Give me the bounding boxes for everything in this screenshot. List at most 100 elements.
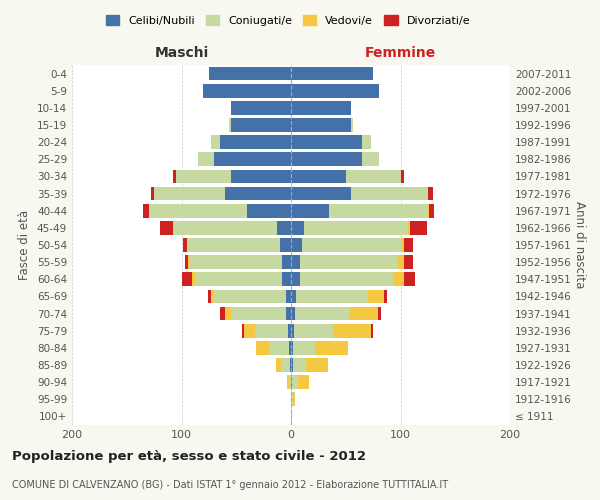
Bar [293, 358, 307, 372]
Bar [304, 221, 408, 234]
Y-axis label: Anni di nascita: Anni di nascita [572, 202, 586, 288]
Bar [351, 186, 428, 200]
Bar [282, 272, 291, 286]
Bar [350, 306, 377, 320]
Bar [429, 204, 434, 218]
Bar [189, 256, 282, 269]
Bar [198, 152, 214, 166]
Bar [247, 204, 291, 218]
Bar [294, 324, 332, 338]
Bar [291, 101, 351, 114]
Bar [408, 221, 410, 234]
Bar [332, 324, 371, 338]
Bar [298, 376, 308, 389]
Bar [291, 290, 296, 304]
Bar [398, 256, 404, 269]
Bar [291, 84, 379, 98]
Bar [151, 186, 154, 200]
Bar [401, 238, 404, 252]
Bar [203, 84, 291, 98]
Bar [193, 272, 194, 286]
Bar [211, 136, 220, 149]
Bar [226, 186, 291, 200]
Bar [214, 290, 286, 304]
Bar [143, 204, 149, 218]
Bar [295, 306, 350, 320]
Bar [377, 306, 381, 320]
Bar [291, 152, 362, 166]
Bar [291, 186, 351, 200]
Bar [362, 136, 371, 149]
Bar [194, 272, 282, 286]
Bar [160, 221, 173, 234]
Y-axis label: Fasce di età: Fasce di età [19, 210, 31, 280]
Bar [291, 272, 300, 286]
Bar [291, 324, 294, 338]
Bar [300, 256, 398, 269]
Bar [291, 238, 302, 252]
Bar [269, 341, 289, 354]
Bar [209, 66, 291, 80]
Text: Maschi: Maschi [154, 46, 209, 60]
Bar [242, 324, 244, 338]
Bar [291, 221, 304, 234]
Bar [371, 324, 373, 338]
Bar [296, 290, 368, 304]
Bar [187, 238, 280, 252]
Bar [291, 410, 292, 424]
Bar [291, 358, 293, 372]
Bar [188, 256, 189, 269]
Bar [404, 238, 413, 252]
Bar [315, 341, 348, 354]
Bar [288, 324, 291, 338]
Bar [291, 204, 329, 218]
Bar [291, 341, 293, 354]
Bar [286, 306, 291, 320]
Bar [302, 238, 401, 252]
Bar [291, 66, 373, 80]
Bar [290, 358, 291, 372]
Bar [231, 101, 291, 114]
Bar [289, 341, 291, 354]
Bar [362, 152, 379, 166]
Bar [293, 341, 315, 354]
Bar [211, 290, 214, 304]
Bar [291, 392, 293, 406]
Bar [289, 376, 291, 389]
Bar [329, 204, 428, 218]
Bar [226, 306, 231, 320]
Bar [291, 376, 292, 389]
Bar [281, 358, 290, 372]
Bar [291, 136, 362, 149]
Bar [428, 204, 429, 218]
Bar [410, 221, 427, 234]
Bar [154, 186, 226, 200]
Bar [300, 272, 393, 286]
Legend: Celibi/Nubili, Coniugati/e, Vedovi/e, Divorziati/e: Celibi/Nubili, Coniugati/e, Vedovi/e, Di… [101, 10, 475, 30]
Bar [220, 306, 226, 320]
Bar [393, 272, 404, 286]
Bar [244, 324, 255, 338]
Bar [208, 290, 211, 304]
Bar [307, 358, 328, 372]
Bar [282, 256, 291, 269]
Bar [185, 256, 188, 269]
Bar [280, 238, 291, 252]
Bar [277, 221, 291, 234]
Bar [176, 170, 231, 183]
Bar [404, 272, 415, 286]
Bar [368, 290, 384, 304]
Text: Popolazione per età, sesso e stato civile - 2012: Popolazione per età, sesso e stato civil… [12, 450, 366, 463]
Text: COMUNE DI CALVENZANO (BG) - Dati ISTAT 1° gennaio 2012 - Elaborazione TUTTITALIA: COMUNE DI CALVENZANO (BG) - Dati ISTAT 1… [12, 480, 448, 490]
Bar [231, 306, 286, 320]
Bar [229, 118, 231, 132]
Bar [149, 204, 247, 218]
Bar [173, 170, 176, 183]
Bar [214, 152, 291, 166]
Bar [173, 221, 277, 234]
Bar [428, 186, 433, 200]
Bar [346, 170, 401, 183]
Bar [291, 118, 351, 132]
Bar [231, 118, 291, 132]
Bar [404, 256, 413, 269]
